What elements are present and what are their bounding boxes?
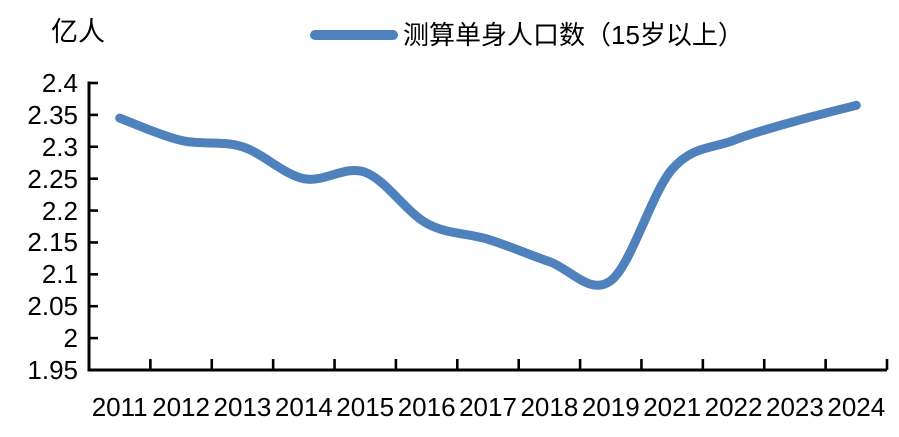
x-axis-tick-label: 2019 (581, 392, 640, 422)
x-axis-tick-label: 2011 (91, 392, 148, 422)
x-axis-tick-label: 2017 (459, 392, 517, 422)
x-axis-tick-label: 2016 (397, 392, 456, 422)
x-axis-tick-label: 2022 (704, 392, 763, 422)
x-axis-tick-label: 2014 (274, 392, 333, 422)
y-axis-tick-label: 2.15 (27, 227, 78, 258)
series-line (115, 100, 861, 290)
y-axis-tick-label: 2.3 (41, 131, 78, 162)
y-axis-tick-label: 1.95 (27, 355, 78, 385)
x-axis-tick-label: 2023 (766, 392, 824, 422)
legend-line-swatch (310, 30, 398, 40)
y-axis-unit-label: 亿人 (51, 17, 105, 47)
y-axis-tick-label: 2.25 (27, 163, 78, 194)
x-axis-tick-label: 2018 (520, 392, 579, 422)
y-axis-tick-label: 2.35 (27, 99, 78, 130)
y-axis-tick-label: 2.4 (41, 68, 78, 98)
y-axis-tick-label: 2 (63, 323, 78, 354)
x-axis-tick-label: 2021 (643, 392, 702, 422)
x-axis-tick-label: 2015 (336, 392, 395, 422)
legend: 测算单身人口数（15岁以上） (310, 20, 744, 50)
legend-label: 测算单身人口数（15岁以上） (403, 20, 744, 50)
y-axis-tick-label: 2.2 (41, 195, 78, 226)
x-axis-tick-label: 2012 (152, 392, 210, 422)
y-axis-tick-label: 2.1 (41, 259, 78, 290)
y-axis-tick-label: 2.05 (27, 291, 78, 322)
x-axis-tick-label: 2013 (213, 392, 272, 422)
x-axis-tick-label: 2024 (827, 392, 886, 422)
